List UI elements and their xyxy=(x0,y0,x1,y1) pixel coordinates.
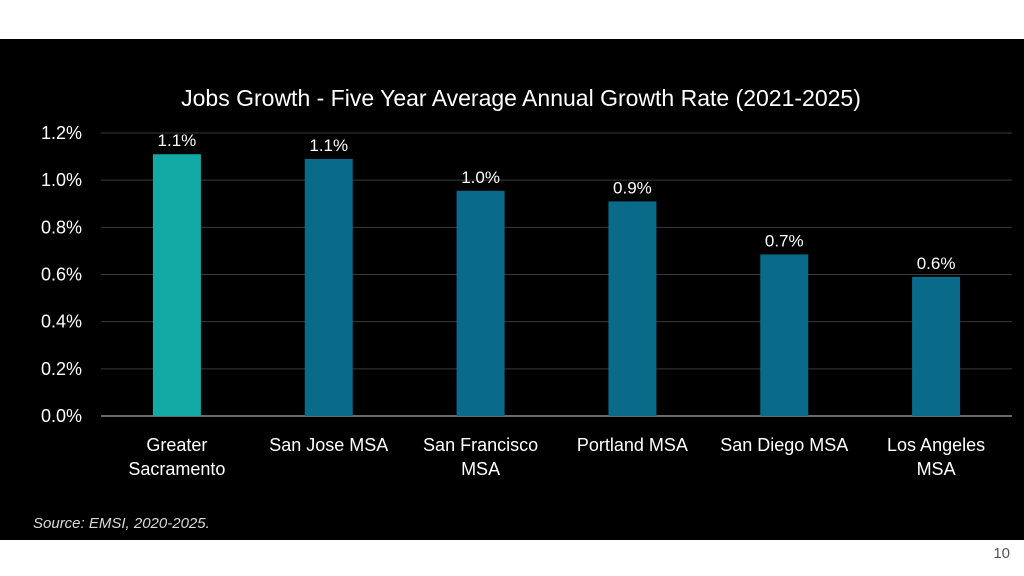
y-tick-label: 0.2% xyxy=(41,359,82,379)
category-label-line: MSA xyxy=(461,459,500,479)
y-tick-label: 1.0% xyxy=(41,170,82,190)
category-label-line: Greater xyxy=(146,435,207,455)
chart-title: Jobs Growth - Five Year Average Annual G… xyxy=(181,85,861,111)
bar-chart: Jobs Growth - Five Year Average Annual G… xyxy=(41,85,1012,479)
bar xyxy=(456,190,505,416)
x-axis: Greater Sacramento San Jose MSA San Francis… xyxy=(128,435,985,479)
bars xyxy=(152,154,961,417)
bar xyxy=(152,154,201,416)
data-label: 0.6% xyxy=(917,254,956,273)
category-label: Greater Sacramento xyxy=(128,435,225,479)
bar xyxy=(912,276,961,416)
data-label: 1.0% xyxy=(461,168,500,187)
category-label: San Diego MSA xyxy=(720,435,848,455)
bar xyxy=(608,201,657,416)
y-tick-label: 1.2% xyxy=(41,123,82,143)
y-tick-label: 0.0% xyxy=(41,406,82,426)
bar xyxy=(760,254,809,416)
category-label: San Jose MSA xyxy=(269,435,388,455)
data-label: 1.1% xyxy=(158,131,197,150)
category-label: Los Angeles MSA xyxy=(887,435,985,479)
y-tick-label: 0.4% xyxy=(41,312,82,332)
data-label: 1.1% xyxy=(309,136,348,155)
category-label-line: Sacramento xyxy=(128,459,225,479)
category-label-line: Los Angeles xyxy=(887,435,985,455)
category-label-line: Portland MSA xyxy=(577,435,688,455)
y-tick-label: 0.6% xyxy=(41,265,82,285)
data-label: 0.9% xyxy=(613,178,652,197)
y-axis: 0.0% 0.2% 0.4% 0.6% 0.8% 1.0% 1.2% xyxy=(41,123,82,426)
data-label: 0.7% xyxy=(765,231,804,250)
data-labels: 1.1% 1.1% 1.0% 0.9% 0.7% 0.6% xyxy=(158,131,956,273)
category-label: San Francisco MSA xyxy=(423,435,538,479)
source-note: Source: EMSI, 2020-2025. xyxy=(33,515,210,532)
bar xyxy=(304,158,353,417)
page-number: 10 xyxy=(993,545,1010,562)
category-label: Portland MSA xyxy=(577,435,688,455)
y-tick-label: 0.8% xyxy=(41,217,82,237)
gridlines xyxy=(101,132,1012,417)
category-label-line: San Jose MSA xyxy=(269,435,388,455)
category-label-line: MSA xyxy=(917,459,956,479)
chart-panel: Jobs Growth - Five Year Average Annual G… xyxy=(0,39,1024,540)
category-label-line: San Diego MSA xyxy=(720,435,848,455)
category-label-line: San Francisco xyxy=(423,435,538,455)
